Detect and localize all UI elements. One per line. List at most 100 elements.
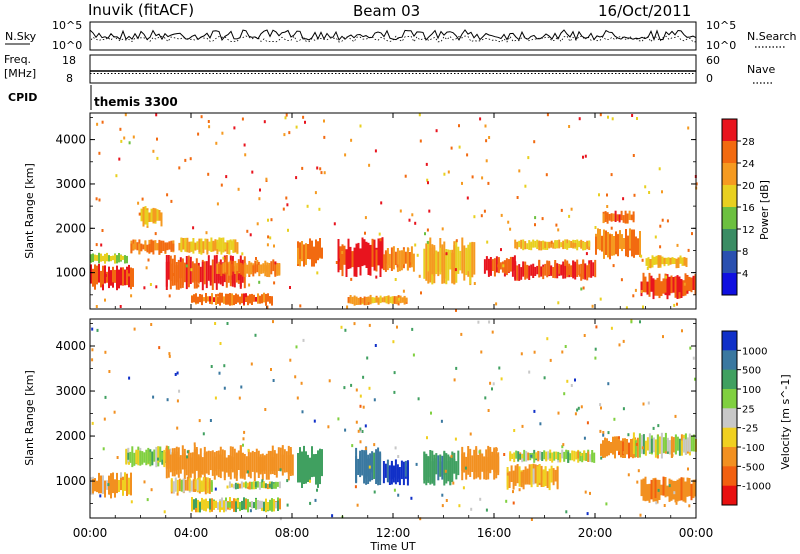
heatmap-cell <box>176 479 179 493</box>
heatmap-cell <box>191 452 194 474</box>
y-tick-label: 1000 <box>55 474 86 488</box>
heatmap-cell <box>213 255 216 284</box>
heatmap-cell <box>563 451 566 462</box>
heatmap-cell <box>389 296 392 304</box>
scatter-echo <box>176 492 179 496</box>
heatmap-cell <box>206 239 209 253</box>
heatmap-cell <box>522 471 525 483</box>
heatmap-cell <box>140 243 143 252</box>
heatmap-cell <box>377 297 380 305</box>
heatmap-cell <box>594 259 597 278</box>
heatmap-cell <box>114 254 116 264</box>
heatmap-cell <box>664 432 667 452</box>
heatmap-cell <box>593 452 596 463</box>
heatmap-cell <box>379 241 382 277</box>
heatmap-cell <box>548 260 551 275</box>
heatmap-cell <box>208 478 211 494</box>
heatmap-cell <box>129 451 132 463</box>
heatmap-cell <box>315 460 317 478</box>
velocity-colorbar-swatch <box>722 408 737 429</box>
heatmap-cell <box>520 239 523 249</box>
heatmap-cell <box>269 499 271 511</box>
scatter-echo <box>447 170 450 174</box>
heatmap-cell <box>135 449 138 464</box>
heatmap-cell <box>614 210 617 222</box>
scatter-echo <box>128 376 131 380</box>
heatmap-cell <box>201 294 203 306</box>
heatmap-cell <box>243 497 245 510</box>
heatmap-cell <box>437 251 440 277</box>
scatter-echo <box>450 146 453 150</box>
heatmap-cell <box>311 240 313 267</box>
scatter-echo <box>471 175 474 179</box>
heatmap-cell <box>618 438 620 452</box>
heatmap-cell <box>201 261 204 291</box>
heatmap-cell <box>173 255 176 286</box>
heatmap-cell <box>116 255 118 263</box>
power-colorbar-tick-label: 12 <box>742 225 755 236</box>
heatmap-cell <box>644 484 647 498</box>
x-tick-label: 04:00 <box>174 526 209 540</box>
scatter-echo <box>152 149 155 153</box>
x-tick-label: 20:00 <box>578 526 613 540</box>
scatter-echo <box>480 350 483 354</box>
heatmap-cell <box>441 455 444 480</box>
power-colorbar-tick-label: 24 <box>742 159 755 170</box>
heatmap-cell <box>266 262 269 277</box>
heatmap-cell <box>219 292 221 306</box>
heatmap-cell <box>262 481 265 489</box>
scatter-echo <box>124 113 127 117</box>
scatter-echo <box>249 509 252 513</box>
heatmap-cell <box>112 480 114 494</box>
heatmap-cell <box>160 240 163 253</box>
heatmap-cell <box>185 455 188 476</box>
scatter-echo <box>359 404 362 408</box>
heatmap-cell <box>491 451 494 470</box>
scatter-echo <box>555 223 558 227</box>
heatmap-cell <box>229 502 231 508</box>
heatmap-cell <box>195 498 197 508</box>
scatter-echo <box>273 244 275 248</box>
heatmap-cell <box>253 452 256 482</box>
scatter-echo <box>577 406 580 410</box>
heatmap-cell <box>256 481 259 488</box>
heatmap-cell <box>146 244 149 253</box>
heatmap-cell <box>252 265 255 277</box>
scatter-echo <box>607 382 610 386</box>
heatmap-cell <box>519 454 522 460</box>
heatmap-cell <box>526 243 529 250</box>
heatmap-cell <box>244 481 247 489</box>
heatmap-cell <box>311 446 313 478</box>
heatmap-cell <box>100 480 102 492</box>
scatter-echo <box>454 437 457 441</box>
heatmap-cell <box>207 501 209 509</box>
heatmap-cell <box>200 480 203 492</box>
heatmap-cell <box>560 242 563 248</box>
scatter-echo <box>204 477 207 481</box>
heatmap-cell <box>682 479 685 498</box>
heatmap-cell <box>367 242 370 275</box>
scatter-echo <box>528 370 531 374</box>
heatmap-cell <box>556 263 559 279</box>
heatmap-cell <box>461 446 464 481</box>
scatter-echo <box>216 202 219 206</box>
scatter-echo <box>308 254 311 258</box>
heatmap-cell <box>579 451 582 462</box>
scatter-echo <box>599 113 602 117</box>
heatmap-cell <box>624 210 627 224</box>
heatmap-cell <box>122 270 124 284</box>
heatmap-cell <box>439 454 442 476</box>
heatmap-cell <box>248 481 251 490</box>
heatmap-cell <box>586 265 589 281</box>
scatter-echo <box>263 120 266 124</box>
scatter-echo <box>116 456 119 459</box>
scatter-echo <box>479 117 482 121</box>
heatmap-cell <box>566 243 569 250</box>
heatmap-cell <box>267 293 269 302</box>
scatter-echo <box>344 328 347 332</box>
scatter-echo <box>534 216 537 220</box>
heatmap-cell <box>233 498 235 512</box>
heatmap-cell <box>365 241 368 268</box>
heatmap-cell <box>510 465 513 482</box>
heatmap-cell <box>608 440 610 456</box>
